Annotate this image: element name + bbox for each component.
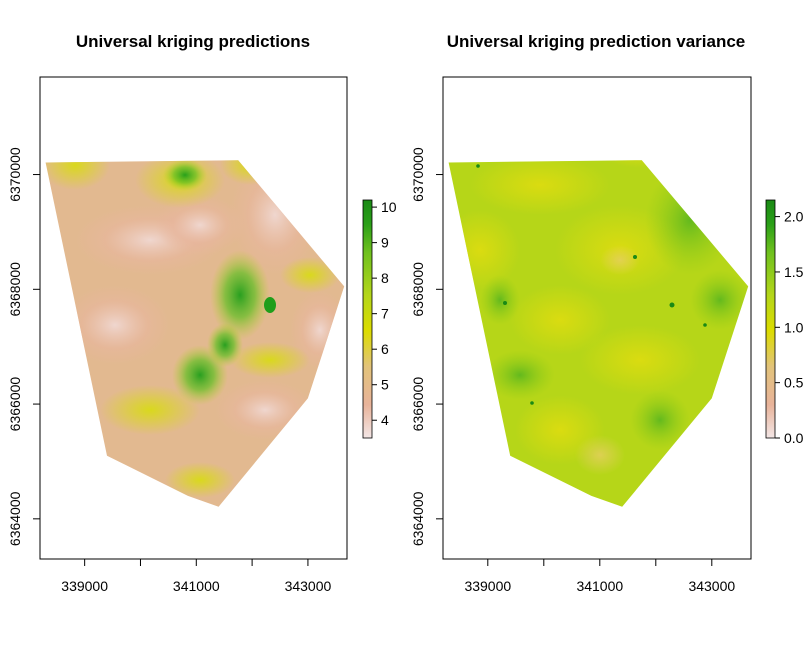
right-raster-point (476, 164, 480, 168)
left-raster-mid-area (280, 257, 340, 293)
left-x-tick-label: 343000 (285, 578, 332, 594)
right-colorbar-tick-label: 2.0 (784, 209, 804, 225)
left-y-tick-label: 6370000 (7, 147, 23, 202)
left-raster-mid-area (220, 160, 280, 185)
right-raster-mid-area (600, 160, 680, 168)
right-colorbar-tick-label: 1.0 (784, 319, 804, 335)
left-colorbar-tick-label: 5 (381, 377, 389, 393)
left-colorbar-ticks: 4 5 6 7 8 9 10 (372, 199, 397, 428)
right-raster-high-area (645, 165, 735, 275)
left-y-tick-label: 6364000 (7, 491, 23, 546)
right-raster-mid-area (510, 285, 610, 355)
right-colorbar-tick-label: 0.5 (784, 375, 804, 391)
left-x-tick-label: 341000 (173, 578, 220, 594)
left-y-tick-label: 6366000 (7, 377, 23, 432)
left-raster-high-area (210, 250, 270, 340)
left-plot-frame (39, 76, 348, 560)
left-raster-high-area (163, 160, 207, 191)
right-raster-high-area (485, 350, 555, 400)
left-raster-mid-area (45, 160, 110, 190)
left-colorbar-tick-label: 4 (381, 412, 389, 428)
left-colorbar-tick-label: 7 (381, 306, 389, 322)
right-axes: 339000 341000 343000 6364000 6366000 6368000 6… (410, 147, 735, 594)
left-raster-mid-area (165, 462, 235, 498)
left-colorbar-tick-label: 9 (381, 235, 389, 251)
right-raster-mid-area (470, 160, 610, 215)
right-raster-high-area (480, 275, 520, 325)
left-raster-low-area (60, 285, 170, 365)
right-y-tick-label: 6368000 (410, 262, 426, 317)
right-plot-frame (442, 76, 752, 560)
right-raster-point (503, 301, 507, 305)
right-raster-point (669, 302, 675, 308)
right-colorbar-tick-label: 1.5 (784, 264, 804, 280)
right-raster-high-area (630, 390, 690, 450)
left-title: Universal kriging predictions (76, 32, 310, 51)
left-raster-mid-area (100, 385, 200, 435)
left-x-tick-label: 339000 (61, 578, 108, 594)
left-raster-high-area (207, 323, 243, 367)
right-raster (448, 160, 749, 507)
right-raster-point (633, 255, 637, 259)
right-raster-low-area (600, 245, 640, 275)
right-y-tick-label: 6364000 (410, 491, 426, 546)
right-x-tick-label: 343000 (688, 578, 735, 594)
right-y-tick-label: 6370000 (410, 147, 426, 202)
right-title: Universal kriging prediction variance (447, 32, 746, 51)
right-raster-mid-area (580, 325, 700, 395)
left-axes: 339000 341000 343000 6364000 6366000 6368000 6… (7, 147, 331, 594)
left-raster (45, 160, 345, 507)
left-raster-low-area (155, 195, 245, 255)
right-raster-low-area (575, 435, 625, 475)
left-colorbar (362, 199, 373, 439)
left-raster-high-area (264, 297, 276, 313)
right-raster-high-area (690, 270, 749, 330)
left-colorbar-tick-label: 10 (381, 199, 397, 215)
left-colorbar-tick-label: 8 (381, 270, 389, 286)
left-raster-mid-area (230, 342, 310, 378)
right-colorbar (765, 199, 776, 439)
right-y-tick-label: 6366000 (410, 377, 426, 432)
right-panel: Universal kriging prediction variance (410, 32, 804, 594)
right-x-tick-label: 341000 (576, 578, 623, 594)
right-x-tick-label: 339000 (464, 578, 511, 594)
right-colorbar-tick-label: 0.0 (784, 430, 804, 446)
left-y-tick-label: 6368000 (7, 262, 23, 317)
right-raster-point (703, 323, 707, 327)
left-raster-low-area (215, 380, 315, 440)
left-panel: Universal kriging predictions 339000 3410… (7, 32, 397, 594)
left-colorbar-tick-label: 6 (381, 341, 389, 357)
right-colorbar-ticks: 0.0 0.5 1.0 1.5 2.0 (775, 209, 804, 446)
right-raster-point (530, 401, 534, 405)
